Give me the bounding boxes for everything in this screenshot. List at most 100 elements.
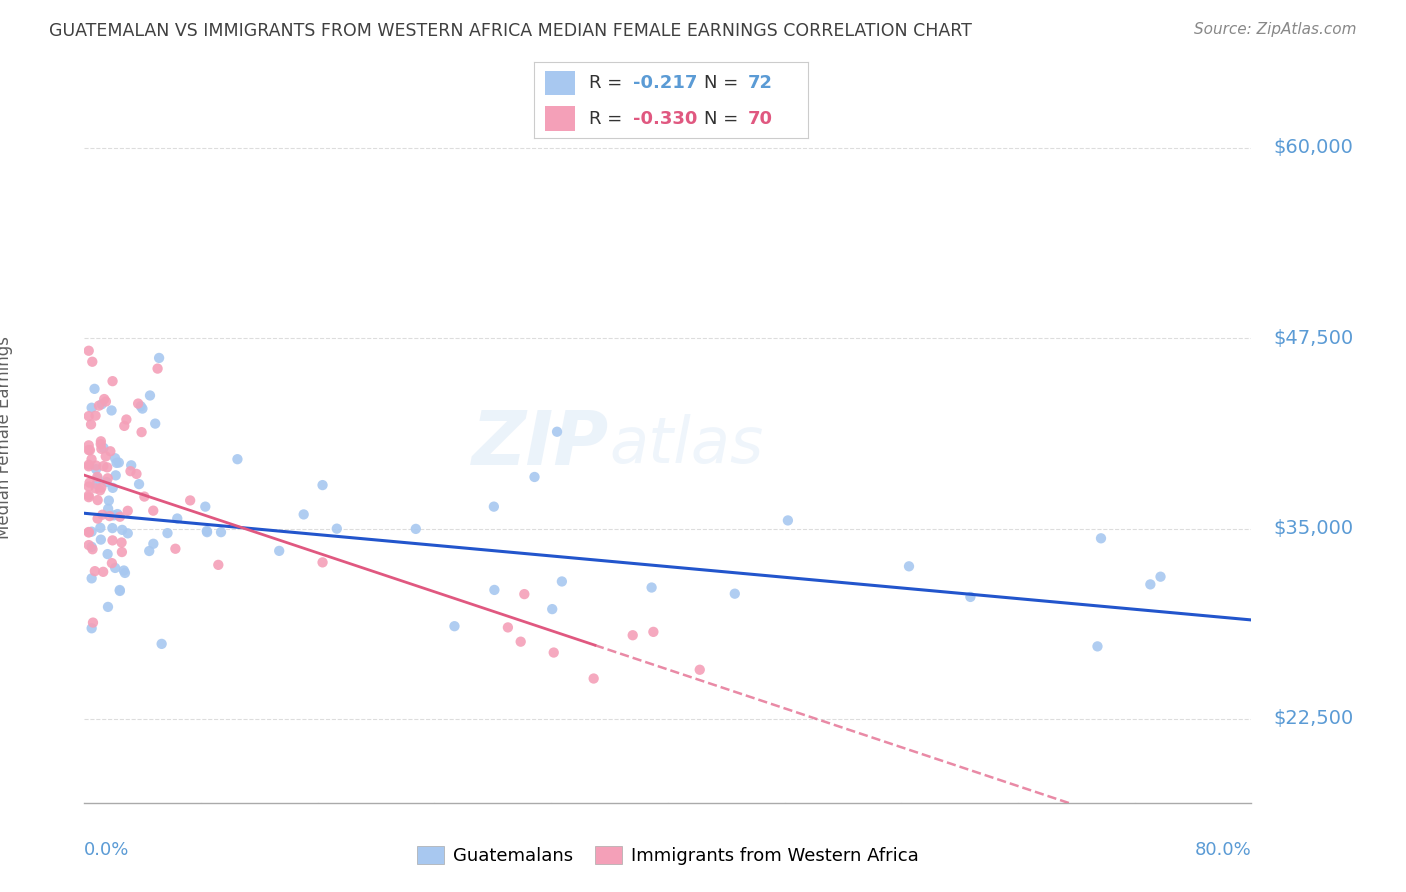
Point [127, 396, 149, 410]
Point [101, 533, 124, 548]
Point [86, 470, 108, 484]
Point [105, 456, 128, 470]
Point [96, 475, 118, 490]
Point [156, 526, 179, 541]
Point [143, 417, 166, 431]
Point [98, 509, 121, 524]
Point [541, 602, 564, 616]
Point [103, 508, 125, 523]
Point [93, 392, 115, 406]
Point [79, 475, 101, 490]
Point [97, 599, 120, 614]
Text: $47,500: $47,500 [1274, 328, 1354, 348]
Point [90, 397, 112, 411]
Point [77, 538, 100, 552]
Point [509, 634, 531, 648]
Point [443, 619, 465, 633]
Point [543, 646, 565, 660]
Point [84, 409, 107, 423]
Point [91, 508, 114, 522]
Point [195, 524, 218, 538]
Point [269, 544, 291, 558]
Point [129, 399, 152, 413]
Point [104, 451, 127, 466]
Point [138, 544, 160, 558]
Point [80, 524, 103, 539]
Point [77, 525, 100, 540]
Point [1087, 640, 1109, 654]
Point [621, 628, 644, 642]
Point [77, 459, 100, 474]
Point [77, 343, 100, 358]
Point [101, 556, 124, 570]
Point [582, 672, 605, 686]
Point [83, 564, 105, 578]
Point [1149, 570, 1171, 584]
Point [82, 355, 104, 369]
Point [98, 444, 121, 458]
Point [120, 458, 142, 473]
Point [311, 478, 333, 492]
Text: ZIP: ZIP [472, 409, 610, 481]
Text: 80.0%: 80.0% [1195, 841, 1251, 859]
Point [114, 566, 136, 580]
Text: Source: ZipAtlas.com: Source: ZipAtlas.com [1194, 22, 1357, 37]
Point [226, 452, 249, 467]
Point [112, 418, 135, 433]
Point [131, 425, 153, 439]
Text: Median Female Earnings: Median Female Earnings [0, 335, 13, 539]
Point [405, 522, 427, 536]
Text: -0.330: -0.330 [633, 110, 697, 128]
Point [84, 458, 107, 473]
Text: GUATEMALAN VS IMMIGRANTS FROM WESTERN AFRICA MEDIAN FEMALE EARNINGS CORRELATION : GUATEMALAN VS IMMIGRANTS FROM WESTERN AF… [49, 22, 972, 40]
Point [77, 488, 100, 502]
Text: 70: 70 [748, 110, 773, 128]
Point [77, 438, 100, 452]
Point [107, 507, 129, 521]
Point [513, 587, 536, 601]
Point [108, 456, 131, 470]
Point [100, 403, 122, 417]
Point [179, 493, 201, 508]
Point [77, 490, 100, 504]
Point [496, 620, 519, 634]
Text: R =: R = [589, 74, 628, 92]
Point [326, 522, 349, 536]
Text: -0.217: -0.217 [633, 74, 697, 92]
Point [80, 571, 103, 585]
Point [311, 555, 333, 569]
Text: N =: N = [704, 110, 744, 128]
Point [77, 443, 100, 458]
Point [84, 462, 107, 476]
Point [90, 442, 112, 456]
Point [134, 490, 156, 504]
Point [523, 470, 546, 484]
Point [166, 511, 188, 525]
Point [97, 471, 120, 485]
Point [93, 441, 115, 455]
Point [959, 590, 981, 604]
FancyBboxPatch shape [546, 106, 575, 130]
Point [101, 481, 124, 495]
Point [150, 637, 173, 651]
Point [108, 583, 131, 598]
Point [292, 508, 315, 522]
Point [117, 526, 139, 541]
Point [115, 412, 138, 426]
Point [142, 503, 165, 517]
Point [148, 351, 170, 365]
Point [86, 511, 108, 525]
Text: $60,000: $60,000 [1274, 138, 1353, 157]
Point [131, 401, 153, 416]
Point [82, 615, 104, 630]
Point [86, 493, 108, 508]
Point [689, 663, 711, 677]
Point [90, 437, 112, 451]
Legend: Guatemalans, Immigrants from Western Africa: Guatemalans, Immigrants from Western Afr… [408, 837, 928, 874]
Point [80, 401, 103, 415]
Point [86, 477, 108, 491]
Point [724, 587, 747, 601]
Point [643, 624, 665, 639]
Point [195, 525, 218, 540]
Point [91, 565, 114, 579]
